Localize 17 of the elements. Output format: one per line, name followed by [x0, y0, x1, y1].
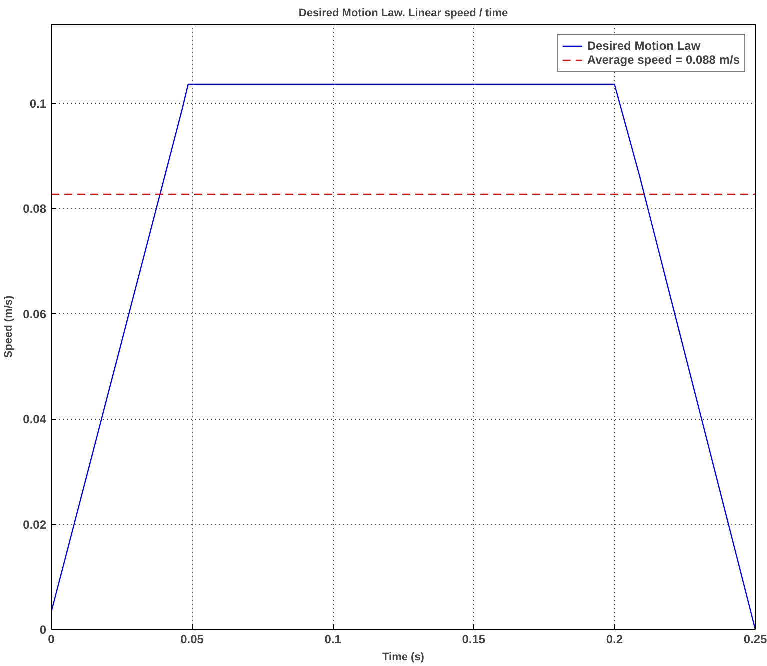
- legend-label: Desired Motion Law: [587, 39, 701, 53]
- x-tick-label: 0.1: [324, 632, 342, 646]
- y-tick-label: 0.04: [23, 412, 47, 427]
- y-tick-label: 0.08: [23, 202, 47, 216]
- chart-title: Desired Motion Law. Linear speed / time: [298, 8, 508, 20]
- y-tick-label: 0.02: [23, 518, 47, 532]
- y-axis-title: Speed (m/s): [3, 295, 16, 358]
- y-tick-label: 0.1: [30, 96, 47, 111]
- x-tick-label: 0: [48, 632, 56, 646]
- x-tick-label: 0.05: [180, 632, 204, 646]
- y-tick-label: 0.06: [23, 307, 47, 322]
- x-tick-label: 0.2: [606, 632, 624, 646]
- y-tick-label: 0: [40, 623, 47, 637]
- x-tick-label: 0.15: [462, 632, 486, 646]
- x-axis-title: Time (s): [382, 652, 425, 664]
- x-tick-label: 0.25: [744, 632, 767, 646]
- legend-label: Average speed = 0.088 m/s: [587, 53, 740, 67]
